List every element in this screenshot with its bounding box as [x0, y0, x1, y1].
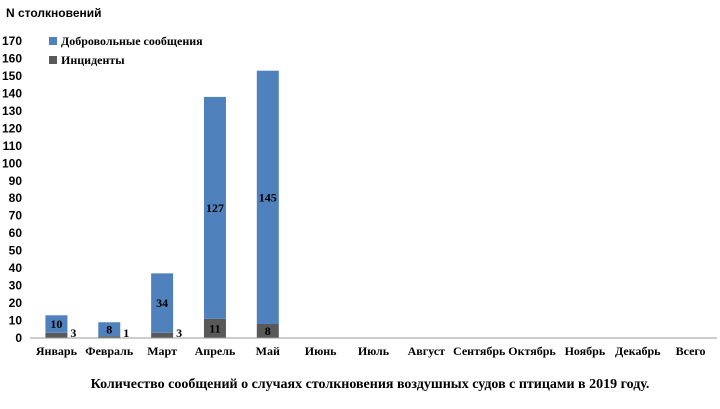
- data-label-voluntary: 10: [50, 317, 62, 331]
- x-category-label: Апрель: [195, 344, 236, 358]
- bar-voluntary: [256, 70, 279, 325]
- data-label-incidents: 1: [123, 326, 129, 340]
- x-category-label: Июнь: [305, 344, 337, 358]
- legend-swatch-voluntary: [49, 37, 57, 45]
- x-category-label: Январь: [36, 344, 78, 358]
- y-tick-label: 120: [2, 121, 22, 135]
- y-axis-ticks: 0 10 20 30 40 50 60 70 80 90 100 110 120 130 140 150 160…: [2, 34, 22, 345]
- legend-swatch-incidents: [49, 56, 57, 64]
- y-tick-label: 40: [9, 261, 23, 275]
- bar-incidents: [203, 318, 226, 338]
- bar-incidents: [45, 332, 68, 338]
- y-tick-label: 130: [2, 104, 22, 118]
- y-tick-label: 30: [9, 279, 23, 293]
- y-tick-label: 60: [9, 226, 23, 240]
- x-category-label: Всего: [676, 344, 706, 358]
- bar-incidents: [151, 332, 174, 338]
- x-category-label: Март: [147, 344, 177, 358]
- bar-voluntary: [45, 315, 68, 333]
- x-category-label: Декабрь: [615, 344, 661, 358]
- y-tick-label: 10: [9, 314, 23, 328]
- bar-voluntary: [151, 273, 174, 333]
- y-tick-label: 20: [9, 296, 23, 310]
- y-tick-label: 170: [2, 34, 22, 48]
- legend-label-voluntary: Добровольные сообщения: [61, 34, 203, 48]
- bar-voluntary: [98, 322, 121, 337]
- y-tick-label: 140: [2, 86, 22, 100]
- x-category-label: Август: [408, 344, 446, 358]
- bars: [45, 70, 279, 338]
- y-tick-label: 110: [3, 139, 23, 153]
- bar-voluntary: [203, 96, 226, 319]
- data-label-incidents: 8: [265, 324, 271, 338]
- y-tick-label: 150: [2, 69, 22, 83]
- y-tick-label: 50: [9, 244, 23, 258]
- bar-incidents: [98, 336, 121, 338]
- data-label-voluntary: 127: [206, 201, 224, 215]
- y-tick-label: 70: [9, 209, 23, 223]
- y-tick-label: 90: [9, 174, 23, 188]
- y-tick-label: 100: [2, 156, 22, 170]
- legend: Добровольные сообщения Инциденты: [49, 34, 203, 67]
- data-label-voluntary: 8: [106, 322, 112, 336]
- y-tick-label: 0: [15, 331, 22, 345]
- x-category-label: Ноябрь: [565, 344, 606, 358]
- y-tick-label: 80: [9, 191, 23, 205]
- data-label-voluntary: 145: [259, 190, 277, 204]
- data-label-incidents: 3: [70, 326, 76, 340]
- x-category-label: Май: [256, 344, 280, 358]
- legend-label-incidents: Инциденты: [61, 53, 125, 67]
- data-label-incidents: 3: [176, 326, 182, 340]
- data-label-incidents: 11: [209, 321, 220, 335]
- x-axis-categories: Январь Февраль Март Апрель Май Июнь Июль Август…: [36, 344, 706, 358]
- y-tick-label: 160: [2, 51, 22, 65]
- chart-caption: Количество сообщений о случаях столкнове…: [91, 377, 650, 392]
- y-axis-label: N столкновений: [6, 6, 102, 20]
- x-category-label: Сентябрь: [453, 344, 506, 358]
- data-label-voluntary: 34: [156, 296, 168, 310]
- x-category-label: Июль: [358, 344, 390, 358]
- x-category-label: Февраль: [85, 344, 134, 358]
- bar-incidents: [256, 324, 279, 338]
- x-category-label: Октябрь: [508, 344, 556, 358]
